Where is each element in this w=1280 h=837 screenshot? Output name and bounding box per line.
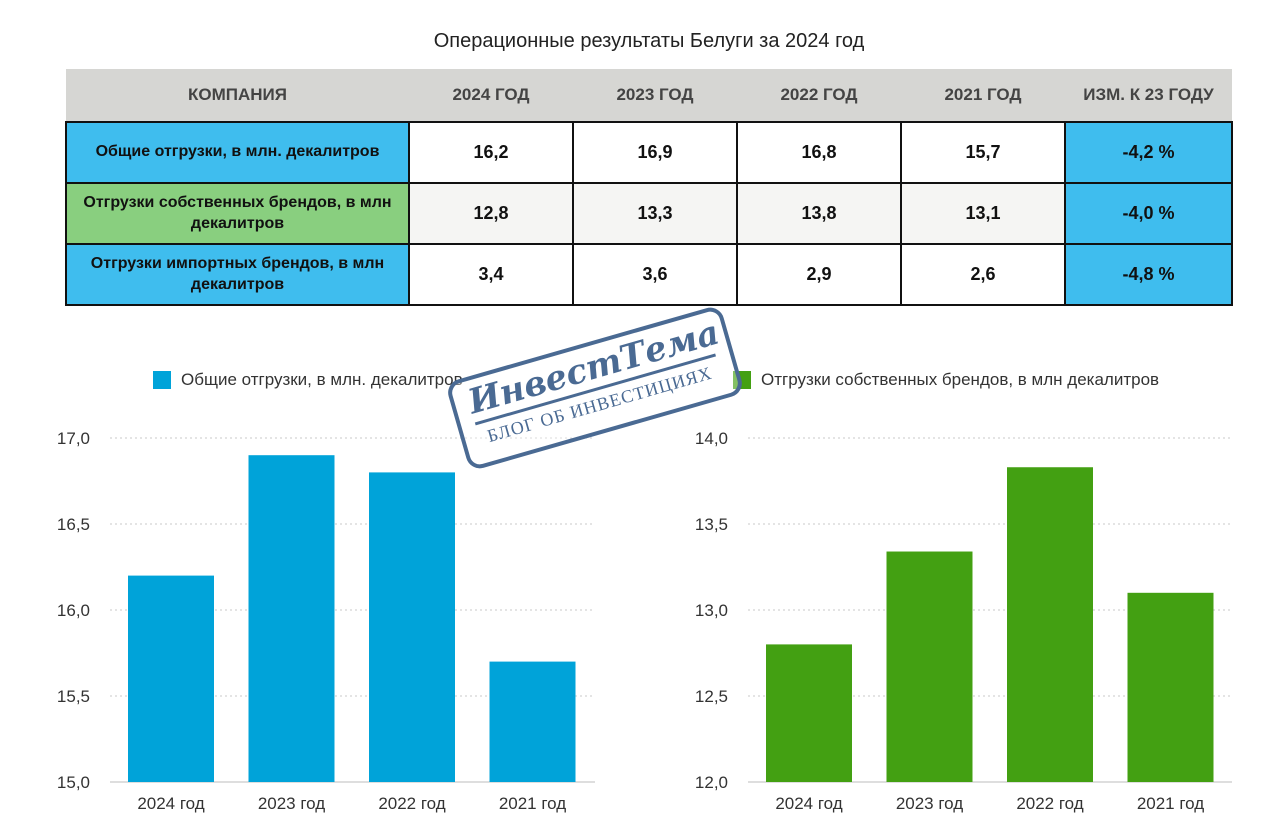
chart-total-shipments: 15,0 15,5 16,0 16,5 17,0 2024 год 2023 год 2022… xyxy=(57,429,595,813)
table-cell: 3,4 xyxy=(408,243,574,306)
x-tick-label: 2022 год xyxy=(1016,794,1083,813)
legend-swatch-green xyxy=(733,371,751,389)
y-tick-label: 15,5 xyxy=(57,687,90,706)
table-cell: 13,8 xyxy=(736,182,902,245)
bar xyxy=(886,551,973,782)
y-tick-label: 13,5 xyxy=(695,515,728,534)
header-company: КОМПАНИЯ xyxy=(66,69,409,122)
table-cell: 13,3 xyxy=(572,182,738,245)
bar xyxy=(248,455,335,782)
table-row: Отгрузки импортных брендов, в млн декали… xyxy=(65,243,1233,306)
bar xyxy=(369,472,455,782)
row-label: Общие отгрузки, в млн. декалитров xyxy=(65,121,410,184)
page-title: Операционные результаты Белуги за 2024 г… xyxy=(433,30,865,52)
y-tick-label: 12,0 xyxy=(695,773,728,792)
change-cell: -4,8 % xyxy=(1064,243,1233,306)
y-tick-label: 14,0 xyxy=(695,429,728,448)
table-row: Общие отгрузки, в млн. декалитров 16,2 1… xyxy=(65,121,1233,184)
table-header-row: КОМПАНИЯ 2024 ГОД 2023 ГОД 2022 ГОД 2021… xyxy=(66,69,1232,122)
x-tick-label: 2021 год xyxy=(1137,794,1204,813)
x-tick-label: 2021 год xyxy=(499,794,566,813)
y-tick-label: 16,5 xyxy=(57,515,90,534)
legend-label: Отгрузки собственных брендов, в млн дека… xyxy=(761,370,1160,389)
table-cell: 12,8 xyxy=(408,182,574,245)
row-label: Отгрузки импортных брендов, в млн декали… xyxy=(65,243,410,306)
table-cell: 16,2 xyxy=(408,121,574,184)
table-row: Отгрузки собственных брендов, в млн дека… xyxy=(65,182,1233,245)
legend-label: Общие отгрузки, в млн. декалитров xyxy=(181,370,463,389)
bar xyxy=(128,575,214,782)
header-change: ИЗМ. К 23 ГОДУ xyxy=(1065,69,1232,122)
y-tick-label: 16,0 xyxy=(57,601,90,620)
change-cell: -4,0 % xyxy=(1064,182,1233,245)
bar xyxy=(1007,467,1093,782)
table-cell: 13,1 xyxy=(900,182,1066,245)
y-tick-label: 17,0 xyxy=(57,429,90,448)
legend-own-brands: Отгрузки собственных брендов, в млн дека… xyxy=(733,370,1159,390)
header-2022: 2022 ГОД xyxy=(737,69,901,122)
header-2021: 2021 ГОД xyxy=(901,69,1065,122)
x-tick-label: 2024 год xyxy=(775,794,842,813)
table-cell: 2,9 xyxy=(736,243,902,306)
bar xyxy=(1127,592,1214,782)
table-cell: 3,6 xyxy=(572,243,738,306)
table-cell: 16,9 xyxy=(572,121,738,184)
y-tick-label: 12,5 xyxy=(695,687,728,706)
bar xyxy=(489,661,576,782)
x-tick-label: 2023 год xyxy=(258,794,325,813)
chart-own-brands: 12,0 12,5 13,0 13,5 14,0 2024 год 2023 год 2022… xyxy=(695,429,1232,813)
y-tick-label: 15,0 xyxy=(57,773,90,792)
y-tick-label: 13,0 xyxy=(695,601,728,620)
header-2024: 2024 ГОД xyxy=(409,69,573,122)
x-tick-label: 2024 год xyxy=(137,794,204,813)
legend-swatch-blue xyxy=(153,371,171,389)
table-cell: 2,6 xyxy=(900,243,1066,306)
header-2023: 2023 ГОД xyxy=(573,69,737,122)
row-label: Отгрузки собственных брендов, в млн дека… xyxy=(65,182,410,245)
change-cell: -4,2 % xyxy=(1064,121,1233,184)
table-cell: 16,8 xyxy=(736,121,902,184)
legend-total-shipments: Общие отгрузки, в млн. декалитров xyxy=(153,370,463,390)
x-tick-label: 2023 год xyxy=(896,794,963,813)
table-cell: 15,7 xyxy=(900,121,1066,184)
x-tick-label: 2022 год xyxy=(378,794,445,813)
results-table: КОМПАНИЯ 2024 ГОД 2023 ГОД 2022 ГОД 2021… xyxy=(65,69,1233,306)
bar xyxy=(766,644,852,782)
